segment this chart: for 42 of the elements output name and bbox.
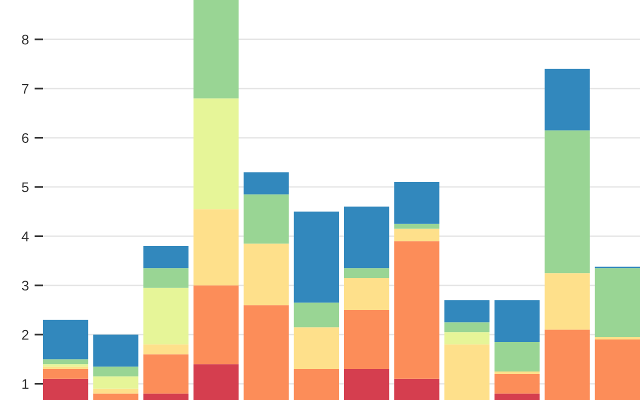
bar [494,342,540,372]
bar [394,228,440,242]
bar [594,268,640,338]
bar [344,206,390,268]
bar [43,366,88,370]
bar [544,130,590,274]
bar [494,300,540,342]
bar [294,212,339,303]
bar [444,322,490,332]
bar [143,246,188,268]
bar [344,278,390,310]
bar [143,268,188,288]
bar [594,337,640,340]
bar [143,288,188,344]
bar [93,334,138,367]
y-tick-label: 4 [22,232,29,242]
bar [544,68,590,130]
bar [43,320,88,360]
y-tick-label: 2 [22,330,28,340]
y-tick-label: 1 [22,379,28,389]
bar [344,268,390,278]
bar [494,371,540,374]
bar [194,0,239,98]
y-tick-label: 3 [22,280,28,291]
bar [244,194,289,244]
bar [394,224,440,229]
y-tick-label: 8 [22,34,29,45]
bar [294,302,339,328]
bar [394,182,440,224]
bar [43,364,88,367]
bar [194,98,239,210]
bar [93,366,138,376]
bar [444,332,490,344]
bar [143,344,188,354]
bar [244,172,289,194]
y-tick-label: 7 [22,84,28,94]
bar [444,300,490,322]
bar [194,209,239,286]
y-tick-label: 6 [22,133,28,143]
y-tick-label: 5 [22,182,29,192]
bar [93,376,138,389]
bar [43,359,88,364]
